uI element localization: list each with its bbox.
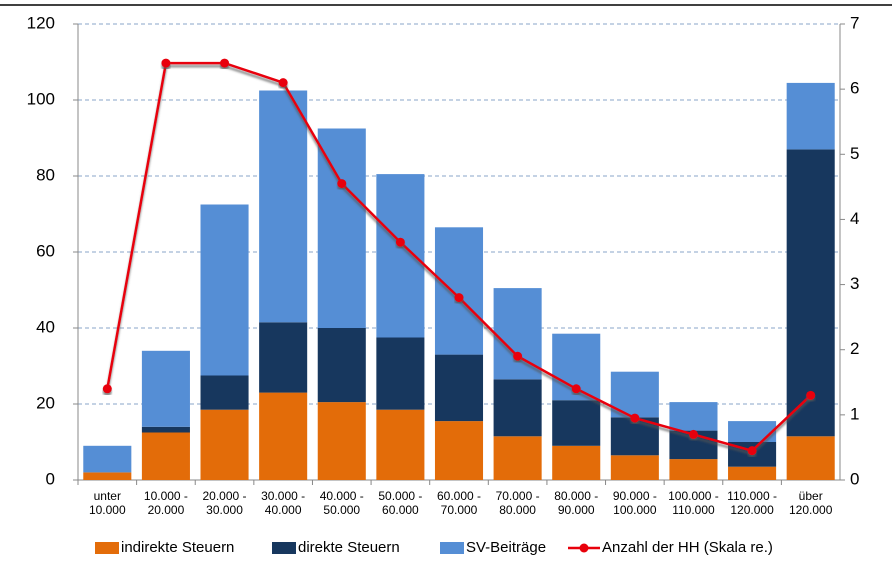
y-tick-label: 100 bbox=[27, 89, 55, 108]
bar-segment bbox=[728, 466, 777, 480]
x-tick-label: 30.000 - bbox=[261, 489, 305, 503]
bar-segment bbox=[200, 409, 249, 480]
x-tick-label: 10.000 bbox=[89, 503, 126, 517]
bar-segment bbox=[493, 436, 542, 480]
line-marker bbox=[337, 179, 347, 189]
x-tick-label: 10.000 - bbox=[144, 489, 188, 503]
line-marker bbox=[806, 390, 816, 400]
x-tick-label: 120.000 bbox=[789, 503, 833, 517]
y-tick-label: 120 bbox=[27, 13, 55, 32]
bar-segment bbox=[317, 328, 366, 403]
x-tick-label: 110.000 bbox=[672, 503, 715, 517]
y2-tick-label: 1 bbox=[850, 404, 859, 423]
bar-segment bbox=[259, 90, 308, 323]
x-tick-label: über bbox=[799, 489, 823, 503]
line-marker bbox=[688, 429, 698, 439]
x-tick-label: 50.000 - bbox=[378, 489, 422, 503]
y2-tick-label: 5 bbox=[850, 144, 859, 163]
bar-segment bbox=[317, 402, 366, 480]
legend-label: indirekte Steuern bbox=[121, 539, 234, 556]
y-tick-label: 80 bbox=[36, 165, 55, 184]
x-tick-label: 40.000 - bbox=[320, 489, 364, 503]
y2-tick-label: 4 bbox=[850, 209, 859, 228]
y2-tick-label: 2 bbox=[850, 339, 859, 358]
bar-segment bbox=[376, 174, 425, 338]
y-tick-label: 20 bbox=[36, 393, 55, 412]
y2-tick-label: 3 bbox=[850, 274, 859, 293]
y-tick-label: 60 bbox=[36, 241, 55, 260]
line-marker bbox=[571, 384, 581, 394]
bar-segment bbox=[552, 445, 601, 480]
line-marker bbox=[278, 78, 288, 88]
legend-label: direkte Steuern bbox=[298, 539, 400, 556]
legend-marker bbox=[579, 543, 589, 553]
y-tick-label: 0 bbox=[46, 469, 55, 488]
y2-tick-label: 6 bbox=[850, 79, 859, 98]
bar-segment bbox=[376, 337, 425, 410]
bar-segment bbox=[259, 322, 308, 393]
x-tick-label: 30.000 bbox=[206, 503, 243, 517]
x-tick-label: 50.000 bbox=[323, 503, 360, 517]
line-marker bbox=[395, 237, 405, 247]
bar-segment bbox=[200, 375, 249, 410]
bar-segment bbox=[259, 392, 308, 480]
bar-segment bbox=[200, 204, 249, 376]
x-tick-label: 20.000 - bbox=[203, 489, 247, 503]
bar-segment bbox=[786, 149, 835, 437]
x-tick-label: 70.000 - bbox=[496, 489, 540, 503]
bar-segment bbox=[317, 128, 366, 328]
x-tick-label: 110.000 - bbox=[727, 489, 777, 503]
bar-segment bbox=[434, 227, 484, 355]
bar-segment bbox=[376, 409, 425, 480]
line-marker bbox=[161, 58, 171, 68]
bar-segment bbox=[141, 426, 190, 433]
line-marker bbox=[102, 384, 112, 394]
bar-segment bbox=[83, 445, 132, 473]
line-marker bbox=[513, 351, 523, 361]
bar-segment bbox=[434, 354, 484, 422]
line-marker bbox=[630, 413, 640, 423]
legend-swatch bbox=[272, 542, 296, 554]
x-tick-label: 40.000 bbox=[265, 503, 302, 517]
bar-segment bbox=[141, 350, 190, 427]
x-tick-label: 60.000 - bbox=[437, 489, 481, 503]
bar-segment bbox=[728, 421, 777, 442]
x-tick-label: 100.000 bbox=[613, 503, 657, 517]
bar-segment bbox=[434, 421, 484, 480]
legend-label: Anzahl der HH (Skala re.) bbox=[602, 539, 773, 556]
line-marker bbox=[747, 446, 757, 456]
x-tick-label: 100.000 - bbox=[668, 489, 719, 503]
bar-segment bbox=[141, 432, 190, 480]
y2-tick-label: 0 bbox=[850, 469, 859, 488]
x-tick-label: 60.000 bbox=[382, 503, 419, 517]
legend-swatch bbox=[440, 542, 464, 554]
x-tick-label: unter bbox=[94, 489, 121, 503]
line-marker bbox=[220, 58, 230, 68]
x-tick-label: 120.000 bbox=[730, 503, 774, 517]
bar-segment bbox=[552, 400, 601, 446]
x-tick-label: 90.000 bbox=[558, 503, 595, 517]
x-tick-label: 20.000 bbox=[148, 503, 185, 517]
legend-label: SV-Beiträge bbox=[466, 539, 546, 556]
bar-segment bbox=[83, 472, 132, 480]
x-tick-label: 70.000 bbox=[441, 503, 478, 517]
y-tick-label: 40 bbox=[36, 317, 55, 336]
line-marker bbox=[454, 293, 464, 303]
x-tick-label: 90.000 - bbox=[613, 489, 657, 503]
x-tick-label: 80.000 - bbox=[554, 489, 598, 503]
y2-tick-label: 7 bbox=[850, 13, 859, 32]
bar-segment bbox=[669, 459, 718, 480]
bar-segment bbox=[786, 436, 835, 480]
bar-segment bbox=[493, 379, 542, 437]
bar-segment bbox=[786, 82, 835, 150]
bar-segment bbox=[610, 455, 659, 480]
legend-swatch bbox=[95, 542, 119, 554]
x-tick-label: 80.000 bbox=[499, 503, 536, 517]
bar-segment bbox=[669, 402, 718, 431]
